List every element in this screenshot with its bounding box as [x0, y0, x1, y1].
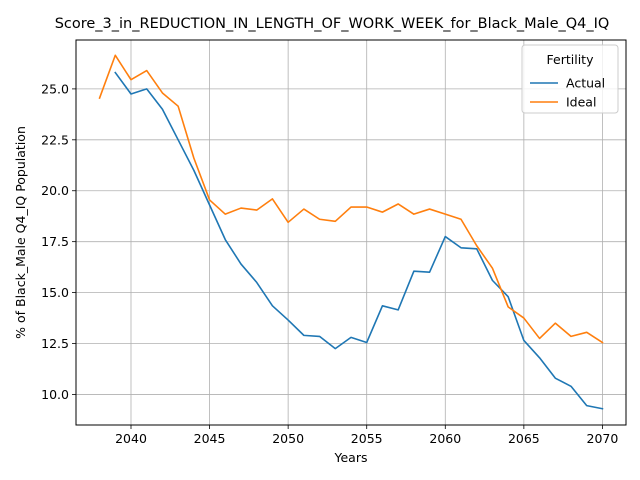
x-tick-label: 2070	[587, 431, 619, 446]
x-tick-label: 2065	[508, 431, 540, 446]
x-axis-ticks: 2040 2045 2050 2055 2060 2065 2070	[115, 425, 618, 446]
y-tick-label: 10.0	[41, 387, 69, 402]
legend-box	[521, 44, 619, 114]
y-tick-label: 12.5	[41, 336, 69, 351]
legend-items: Actual Ideal	[530, 76, 605, 110]
series-line-actual	[114, 71, 604, 410]
x-tick-label: 2055	[351, 431, 383, 446]
x-tick-label: 2060	[429, 431, 461, 446]
y-tick-label: 25.0	[41, 81, 69, 96]
y-tick-label: 20.0	[41, 183, 69, 198]
legend-label-ideal: Ideal	[566, 95, 596, 110]
y-tick-label: 22.5	[41, 132, 69, 147]
chart-title: Score_3_in_REDUCTION_IN_LENGTH_OF_WORK_W…	[55, 16, 610, 32]
y-tick-label: 15.0	[41, 285, 69, 300]
plot-area-frame	[75, 39, 627, 426]
x-tick-label: 2045	[194, 431, 226, 446]
x-tick-label: 2050	[272, 431, 304, 446]
x-axis-label: Years	[334, 450, 368, 465]
series-line-ideal	[98, 54, 604, 344]
series-layer	[98, 54, 604, 410]
legend: Fertility Actual Ideal	[521, 44, 619, 114]
x-tick-label: 2040	[115, 431, 147, 446]
y-axis-label: % of Black_Male Q4_IQ Population	[13, 126, 28, 339]
y-tick-label: 17.5	[41, 234, 69, 249]
legend-label-actual: Actual	[566, 76, 605, 91]
y-axis-ticks: 10.0 12.5 15.0 17.5 20.0 22.5 25.0	[41, 81, 76, 402]
legend-title: Fertility	[547, 52, 595, 67]
